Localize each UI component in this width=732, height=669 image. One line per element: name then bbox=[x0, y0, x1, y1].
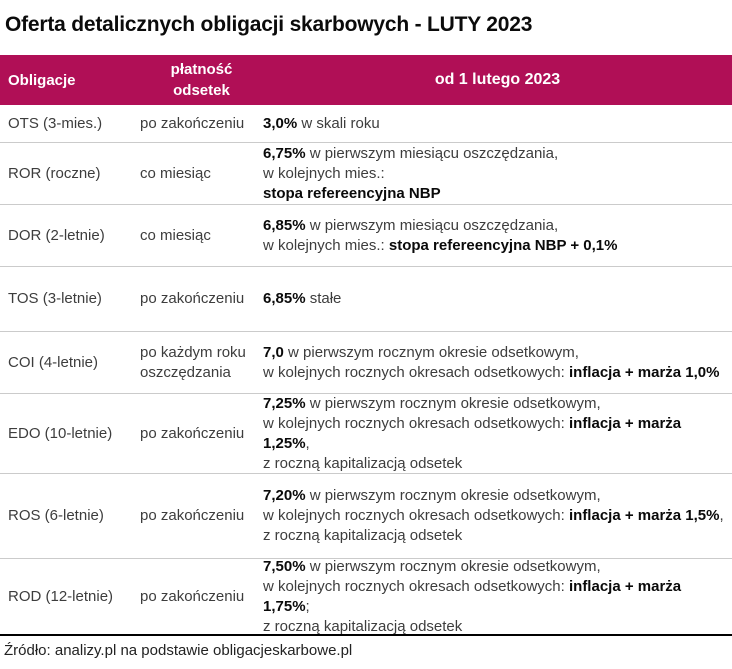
rate-line: z roczną kapitalizacją odsetek bbox=[263, 526, 730, 546]
column-header-interest-payment-line1: płatność bbox=[170, 61, 233, 78]
payment-frequency: co miesiąc bbox=[140, 164, 211, 182]
rate-emphasis: 7,50% bbox=[263, 557, 306, 575]
bond-name: TOS (3-letnie) bbox=[8, 290, 102, 307]
rate-emphasis: 7,0 bbox=[263, 343, 284, 361]
rate-line: 6,85% stałe bbox=[263, 289, 730, 309]
rate-text: stałe bbox=[305, 290, 342, 307]
payment-frequency: po zakończeniu bbox=[140, 507, 245, 524]
rate-emphasis: inflacja + marża 1,25% bbox=[263, 414, 686, 452]
payment-frequency: co miesiąc bbox=[140, 226, 211, 244]
rate-text: ; bbox=[305, 597, 310, 615]
table-header-row: Obligacje płatność odsetek od 1 lutego 2… bbox=[0, 55, 732, 105]
table-row: ROR (roczne) co miesiąc 6,75% w pierwszym … bbox=[0, 142, 732, 204]
payment-frequency: po każdym roku oszczędzania bbox=[140, 343, 246, 381]
rate-text: w kolejnych mies.: bbox=[263, 164, 385, 182]
payment-frequency: po zakończeniu bbox=[140, 114, 245, 132]
rate-emphasis: 6,75% bbox=[263, 144, 306, 162]
footer-divider bbox=[0, 634, 732, 636]
table-row: COI (4-letnie) po każdym roku oszczędzani… bbox=[0, 331, 732, 393]
rate-emphasis: 6,85% bbox=[263, 290, 306, 307]
rate-text: w pierwszym miesiącu oszczędzania, bbox=[305, 216, 559, 234]
payment-frequency: po zakończeniu bbox=[140, 290, 245, 307]
rate-line: w kolejnych mies.: stopa refereencyjna N… bbox=[263, 236, 730, 256]
rate-line: w kolejnych rocznych okresach odsetkowyc… bbox=[263, 577, 730, 617]
rate-text: z roczną kapitalizacją odsetek bbox=[263, 617, 463, 635]
page-title: Oferta detalicznych obligacji skarbowych… bbox=[5, 13, 533, 36]
bond-name: COI (4-letnie) bbox=[8, 353, 99, 371]
bond-name: OTS (3-mies.) bbox=[8, 114, 103, 132]
rate-emphasis: 7,25% bbox=[263, 394, 306, 412]
rate-line: 7,25% w pierwszym rocznym okresie odsetk… bbox=[263, 394, 730, 414]
rate-line: w kolejnych rocznych okresach odsetkowyc… bbox=[263, 363, 730, 383]
table-row: TOS (3-letnie) po zakończeniu 6,85% stałe bbox=[0, 266, 732, 331]
rate-details: 7,50% w pierwszym rocznym okresie odsetk… bbox=[263, 557, 732, 637]
rate-details: 7,0 w pierwszym rocznym okresie odsetkow… bbox=[263, 332, 732, 393]
rate-emphasis: inflacja + marża 1,5% bbox=[568, 507, 720, 524]
rate-emphasis: 6,85% bbox=[263, 216, 306, 234]
rate-text: w pierwszym miesiącu oszczędzania, bbox=[305, 144, 559, 162]
payment-frequency: po zakończeniu bbox=[140, 424, 245, 442]
rate-line: w kolejnych rocznych okresach odsetkowyc… bbox=[263, 506, 730, 526]
rate-line: 6,75% w pierwszym miesiącu oszczędzania, bbox=[263, 144, 730, 164]
rate-line: w kolejnych rocznych okresach odsetkowyc… bbox=[263, 414, 730, 454]
rate-text: w kolejnych rocznych okresach odsetkowyc… bbox=[263, 507, 569, 524]
rate-emphasis: 7,20% bbox=[263, 487, 306, 504]
payment-frequency: po zakończeniu bbox=[140, 587, 245, 605]
column-header-interest-payment: płatność odsetek bbox=[132, 55, 263, 105]
rate-line: 3,0% w skali roku bbox=[263, 114, 730, 134]
rate-line: w kolejnych mies.: bbox=[263, 164, 730, 184]
bond-name: ROS (6-letnie) bbox=[8, 507, 104, 524]
table-row: OTS (3-mies.) po zakończeniu 3,0% w skali … bbox=[0, 105, 732, 142]
rate-line: z roczną kapitalizacją odsetek bbox=[263, 617, 730, 637]
rate-text: z roczną kapitalizacją odsetek bbox=[263, 527, 463, 544]
column-header-interest-payment-line2: odsetek bbox=[173, 82, 230, 99]
rate-details: 6,85% w pierwszym miesiącu oszczędzania,… bbox=[263, 205, 732, 266]
rate-text: w skali roku bbox=[297, 114, 380, 132]
rate-line: 7,50% w pierwszym rocznym okresie odsetk… bbox=[263, 557, 730, 577]
rate-emphasis: inflacja + marża 1,75% bbox=[263, 577, 686, 615]
rate-line: z roczną kapitalizacją odsetek bbox=[263, 454, 730, 474]
rate-details: 3,0% w skali roku bbox=[263, 105, 732, 142]
rate-text: w pierwszym rocznym okresie odsetkowym, bbox=[305, 487, 601, 504]
rate-details: 7,25% w pierwszym rocznym okresie odsetk… bbox=[263, 394, 732, 473]
table-row: ROD (12-letnie) po zakończeniu 7,50% w pie… bbox=[0, 557, 732, 637]
bond-name: ROR (roczne) bbox=[8, 164, 101, 182]
rate-details: 7,20% w pierwszym rocznym okresie odsetk… bbox=[263, 474, 732, 558]
source-attribution: Źródło: analizy.pl na podstawie obligacj… bbox=[4, 642, 353, 659]
rate-line: stopa refereencyjna NBP bbox=[263, 184, 730, 204]
rate-details: 6,85% stałe bbox=[263, 267, 732, 331]
bond-name: DOR (2-letnie) bbox=[8, 226, 105, 244]
bond-table-body: OTS (3-mies.) po zakończeniu 3,0% w skali … bbox=[0, 105, 732, 637]
column-header-bonds: Obligacje bbox=[8, 71, 76, 89]
table-row: DOR (2-letnie) co miesiąc 6,85% w pierwszy… bbox=[0, 204, 732, 266]
rate-text: w kolejnych rocznych okresach odsetkowyc… bbox=[263, 414, 569, 432]
rate-text: w pierwszym rocznym okresie odsetkowym, bbox=[305, 394, 601, 412]
bond-name: EDO (10-letnie) bbox=[8, 424, 113, 442]
rate-text: w kolejnych rocznych okresach odsetkowyc… bbox=[263, 577, 569, 595]
rate-emphasis: inflacja + marża 1,0% bbox=[568, 363, 720, 381]
column-header-effective-date: od 1 lutego 2023 bbox=[434, 71, 561, 88]
table-row: EDO (10-letnie) po zakończeniu 7,25% w pie… bbox=[0, 393, 732, 473]
rate-emphasis: 3,0% bbox=[263, 114, 298, 132]
rate-text: z roczną kapitalizacją odsetek bbox=[263, 454, 463, 472]
rate-text: , bbox=[719, 507, 724, 524]
rate-emphasis: stopa refereencyjna NBP + 0,1% bbox=[388, 236, 618, 254]
rate-line: 6,85% w pierwszym miesiącu oszczędzania, bbox=[263, 216, 730, 236]
table-row: ROS (6-letnie) po zakończeniu 7,20% w pier… bbox=[0, 473, 732, 558]
rate-line: 7,20% w pierwszym rocznym okresie odsetk… bbox=[263, 486, 730, 506]
rate-text: w kolejnych rocznych okresach odsetkowyc… bbox=[263, 363, 569, 381]
rate-emphasis: stopa refereencyjna NBP bbox=[263, 184, 441, 202]
rate-text: w pierwszym rocznym okresie odsetkowym, bbox=[305, 557, 601, 575]
rate-text: w pierwszym rocznym okresie odsetkowym, bbox=[283, 343, 579, 361]
bond-name: ROD (12-letnie) bbox=[8, 587, 114, 605]
rate-details: 6,75% w pierwszym miesiącu oszczędzania,… bbox=[263, 143, 732, 204]
rate-text: w kolejnych mies.: bbox=[263, 236, 389, 254]
rate-line: 7,0 w pierwszym rocznym okresie odsetkow… bbox=[263, 343, 730, 363]
rate-text: , bbox=[305, 434, 310, 452]
